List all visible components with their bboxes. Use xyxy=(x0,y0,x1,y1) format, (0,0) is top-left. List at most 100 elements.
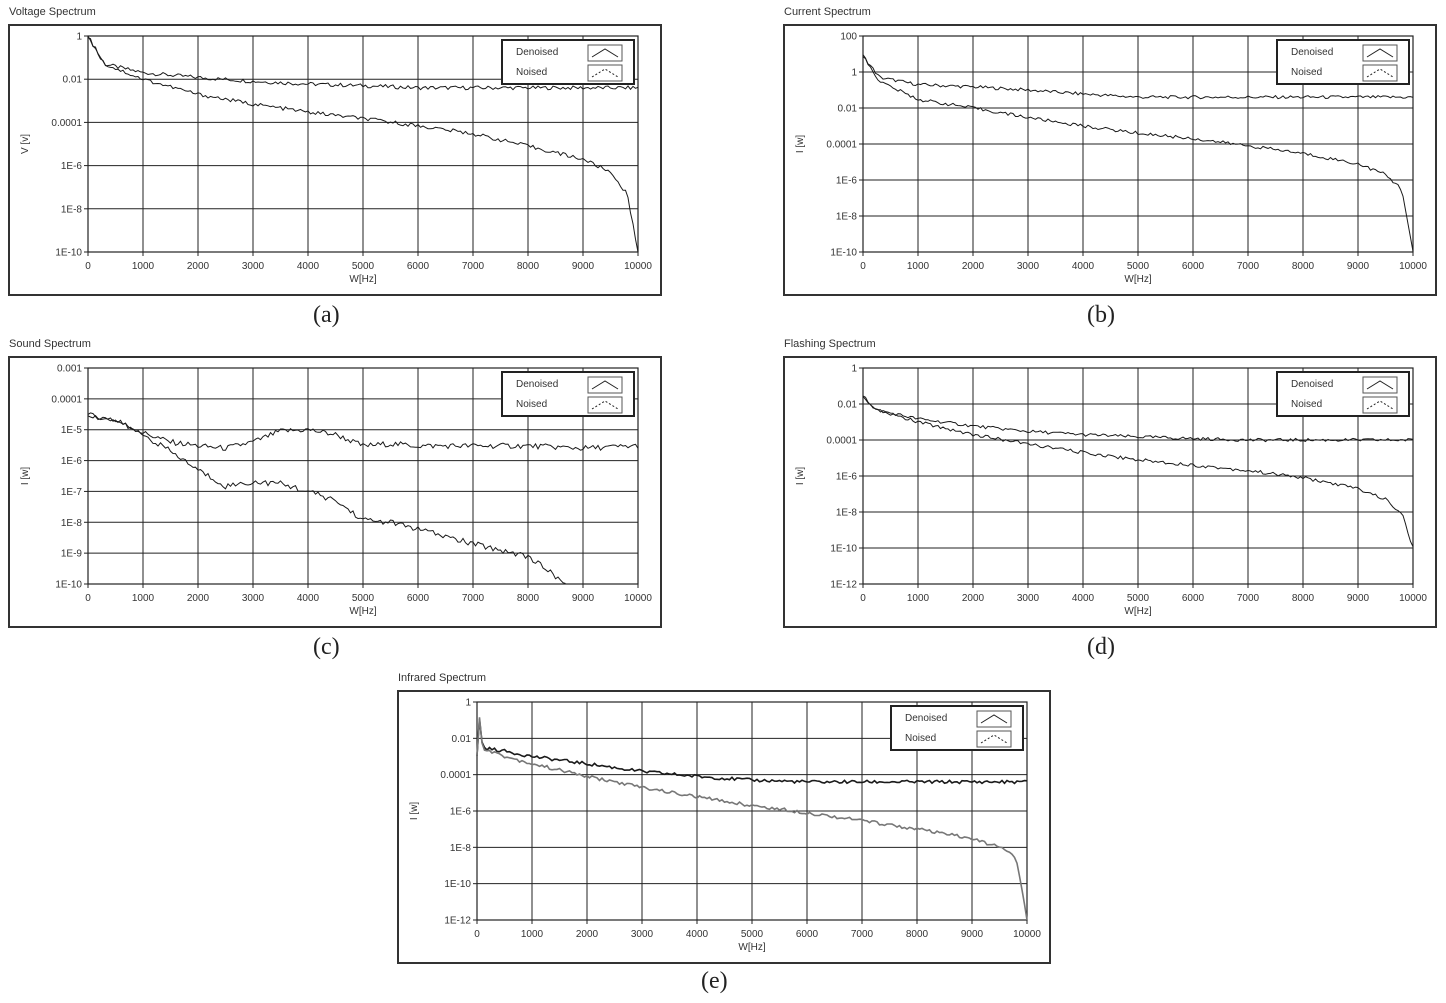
legend-label: Denoised xyxy=(1291,47,1333,58)
x-tick-label: 8000 xyxy=(1292,593,1315,604)
chart-frame: 0 1000 2000 3000 4000 5000 6000 7000 8000 9000 100… xyxy=(783,24,1437,296)
y-tick-label: 1E-6 xyxy=(61,161,83,172)
x-tick-label: 10000 xyxy=(624,261,652,272)
x-tick-label: 1000 xyxy=(907,593,930,604)
legend-swatch-line xyxy=(980,714,1008,724)
y-tick-label: 1E-6 xyxy=(61,456,83,467)
x-tick-label: 6000 xyxy=(407,593,430,604)
y-tick-label: 0.0001 xyxy=(51,118,82,129)
x-tick-label: 6000 xyxy=(407,261,430,272)
legend-swatch-line xyxy=(1366,68,1394,78)
x-tick-label: 0 xyxy=(85,593,91,604)
x-tick-label: 2000 xyxy=(576,929,599,940)
chart-svg: 0 1000 2000 3000 4000 5000 6000 7000 8000 9000 100… xyxy=(20,32,652,286)
x-tick-label: 1000 xyxy=(132,261,155,272)
x-tick-label: 10000 xyxy=(1399,593,1427,604)
x-tick-label: 3000 xyxy=(631,929,654,940)
x-tick-label: 4000 xyxy=(686,929,709,940)
x-tick-label: 1000 xyxy=(907,261,930,272)
legend-swatch-line xyxy=(591,400,619,410)
y-tick-label: 1E-8 xyxy=(61,204,83,215)
chart-frame: 0 1000 2000 3000 4000 5000 6000 7000 8000 9000 100… xyxy=(8,356,662,628)
y-tick-label: 1E-8 xyxy=(450,843,472,854)
x-tick-label: 7000 xyxy=(1237,261,1260,272)
x-tick-label: 6000 xyxy=(1182,261,1205,272)
x-tick-label: 8000 xyxy=(906,929,929,940)
caption-d: (d) xyxy=(1087,634,1115,660)
y-tick-label: 1 xyxy=(851,68,857,79)
y-tick-label: 1E-7 xyxy=(61,487,83,498)
x-tick-label: 6000 xyxy=(1182,593,1205,604)
legend-label: Noised xyxy=(516,67,547,78)
x-tick-label: 9000 xyxy=(572,593,595,604)
legend-swatch xyxy=(587,64,623,82)
y-tick-label: 100 xyxy=(840,32,857,43)
y-axis-label: I [w] xyxy=(20,467,31,486)
x-tick-label: 6000 xyxy=(796,929,819,940)
x-tick-label: 9000 xyxy=(961,929,984,940)
y-axis-label: V [v] xyxy=(20,134,31,154)
x-tick-label: 5000 xyxy=(1127,593,1150,604)
x-tick-label: 5000 xyxy=(352,261,375,272)
legend-label: Denoised xyxy=(516,379,558,390)
legend-swatch xyxy=(587,44,623,62)
plot-area xyxy=(87,35,639,253)
legend-label: Denoised xyxy=(1291,379,1333,390)
series-line-noised xyxy=(87,414,566,584)
series-line-noised xyxy=(862,56,1414,252)
x-tick-label: 0 xyxy=(860,261,866,272)
chart-title: Current Spectrum xyxy=(784,6,871,18)
y-tick-label: 1E-5 xyxy=(61,425,83,436)
y-tick-label: 0.0001 xyxy=(440,770,471,781)
y-tick-label: 1 xyxy=(465,698,471,709)
caption-b: (b) xyxy=(1087,302,1115,328)
x-tick-label: 3000 xyxy=(1017,261,1040,272)
chart-frame: 0 1000 2000 3000 4000 5000 6000 7000 8000 9000 100… xyxy=(397,690,1051,964)
x-tick-label: 7000 xyxy=(462,593,485,604)
x-tick-label: 1000 xyxy=(132,593,155,604)
x-tick-label: 8000 xyxy=(1292,261,1315,272)
caption-e: (e) xyxy=(701,968,728,994)
x-tick-label: 9000 xyxy=(572,261,595,272)
x-tick-label: 0 xyxy=(860,593,866,604)
x-tick-label: 9000 xyxy=(1347,593,1370,604)
legend-swatch xyxy=(1362,376,1398,394)
caption-c: (c) xyxy=(313,634,340,660)
caption-a: (a) xyxy=(313,302,340,328)
series-line-noised xyxy=(87,35,639,253)
x-tick-label: 10000 xyxy=(1399,261,1427,272)
chart-svg: 0 1000 2000 3000 4000 5000 6000 7000 8000 9000 100… xyxy=(795,364,1427,618)
x-tick-label: 1000 xyxy=(521,929,544,940)
x-tick-label: 0 xyxy=(474,929,480,940)
series-line-denoised xyxy=(87,37,639,91)
x-tick-label: 9000 xyxy=(1347,261,1370,272)
x-tick-label: 3000 xyxy=(242,261,265,272)
legend-swatch-line xyxy=(1366,48,1394,58)
y-tick-label: 1E-10 xyxy=(55,580,82,591)
series-line-denoised xyxy=(862,396,1414,443)
x-tick-label: 3000 xyxy=(242,593,265,604)
legend-swatch-line xyxy=(591,48,619,58)
y-tick-label: 0.0001 xyxy=(826,436,857,447)
series-line-denoised xyxy=(87,412,639,452)
chart-frame: 0 1000 2000 3000 4000 5000 6000 7000 8000 9000 100… xyxy=(783,356,1437,628)
series-line-denoised xyxy=(476,719,1028,785)
legend-swatch xyxy=(587,396,623,414)
legend-label: Denoised xyxy=(516,47,558,58)
legend-swatch xyxy=(1362,64,1398,82)
legend-swatch xyxy=(1362,396,1398,414)
legend-swatch-line xyxy=(1366,380,1394,390)
x-tick-label: 7000 xyxy=(1237,593,1260,604)
y-tick-label: 1 xyxy=(851,364,857,375)
legend-label: Noised xyxy=(905,733,936,744)
y-tick-label: 1E-12 xyxy=(830,580,857,591)
legend-label: Noised xyxy=(516,399,547,410)
chart-svg: 0 1000 2000 3000 4000 5000 6000 7000 8000 9000 100… xyxy=(409,698,1041,954)
x-tick-label: 10000 xyxy=(624,593,652,604)
x-tick-label: 7000 xyxy=(851,929,874,940)
x-tick-label: 2000 xyxy=(187,261,210,272)
chart-title: Sound Spectrum xyxy=(9,338,91,350)
x-axis-label: W[Hz] xyxy=(349,606,376,617)
x-tick-label: 3000 xyxy=(1017,593,1040,604)
x-tick-label: 0 xyxy=(85,261,91,272)
